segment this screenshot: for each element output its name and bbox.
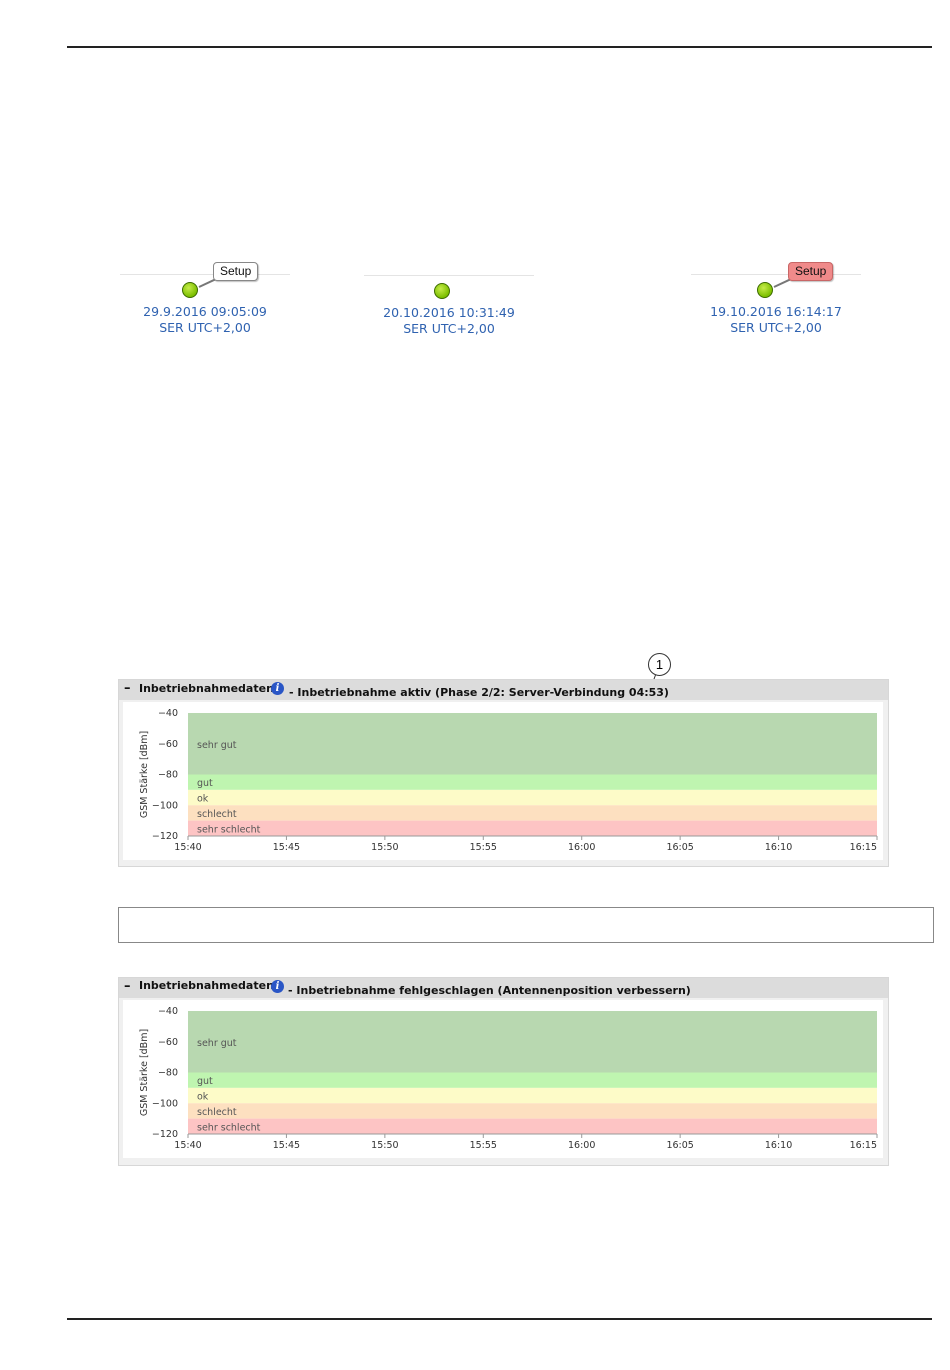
y-tick-label: −40 bbox=[158, 708, 178, 719]
band-ok bbox=[188, 1087, 877, 1104]
panel-header: – Inbetriebnahmedaten i - Inbetriebnahme… bbox=[119, 978, 888, 998]
band-label: ok bbox=[197, 794, 209, 805]
x-tick-label: 15:55 bbox=[470, 842, 497, 853]
status-led-icon bbox=[182, 282, 198, 298]
y-tick-label: −120 bbox=[152, 831, 178, 842]
x-tick-label: 15:40 bbox=[174, 842, 201, 853]
y-tick-label: −60 bbox=[158, 739, 178, 750]
timestamp: 29.9.2016 09:05:09 bbox=[143, 304, 267, 319]
x-tick-label: 15:55 bbox=[470, 1140, 497, 1151]
status-led-icon bbox=[434, 283, 450, 299]
x-tick-label: 15:40 bbox=[174, 1140, 201, 1151]
commissioning-panel-2: – Inbetriebnahmedaten i - Inbetriebnahme… bbox=[118, 977, 889, 1166]
x-tick-label: 16:10 bbox=[765, 842, 792, 853]
y-tick-label: −40 bbox=[158, 1006, 178, 1017]
panel-title: Inbetriebnahmedaten bbox=[139, 979, 274, 992]
timestamp: 20.10.2016 10:31:49 bbox=[383, 305, 515, 320]
divider-line bbox=[691, 274, 861, 275]
band-label: sehr gut bbox=[197, 1038, 237, 1049]
info-icon[interactable]: i bbox=[271, 682, 284, 695]
y-axis-label: GSM Stärke [dBm] bbox=[139, 1029, 150, 1116]
callout-number: 1 bbox=[648, 653, 671, 676]
status-widget-1: Setup 29.9.2016 09:05:09 SER UTC+2,00 bbox=[120, 258, 290, 338]
y-tick-label: −60 bbox=[158, 1037, 178, 1048]
timezone: SER UTC+2,00 bbox=[730, 320, 822, 335]
panel-title: Inbetriebnahmedaten bbox=[139, 682, 274, 695]
page-bottom-rule bbox=[67, 1318, 932, 1320]
y-tick-label: −120 bbox=[152, 1129, 178, 1140]
band-label: gut bbox=[197, 778, 213, 789]
x-tick-label: 16:00 bbox=[568, 842, 595, 853]
band-label: sehr schlecht bbox=[197, 1122, 261, 1133]
band-label: sehr schlecht bbox=[197, 824, 261, 835]
y-tick-label: −80 bbox=[158, 1068, 178, 1079]
page-top-rule bbox=[67, 46, 932, 48]
gsm-chart-svg: sehr gut gut ok schlecht sehr schlecht −40 −60… bbox=[139, 708, 878, 853]
y-tick-label: −100 bbox=[152, 1098, 178, 1109]
x-tick-label: 15:45 bbox=[273, 842, 300, 853]
status-widget-2: 20.10.2016 10:31:49 SER UTC+2,00 bbox=[364, 259, 534, 339]
x-tick-label: 15:45 bbox=[273, 1140, 300, 1151]
x-tick-label: 15:50 bbox=[371, 842, 398, 853]
x-tick-label: 15:50 bbox=[371, 1140, 398, 1151]
status-widget-3: Setup 19.10.2016 16:14:17 SER UTC+2,00 bbox=[691, 258, 861, 338]
status-led-icon bbox=[757, 282, 773, 298]
band-gut bbox=[188, 1072, 877, 1088]
x-tick-label: 16:00 bbox=[568, 1140, 595, 1151]
setup-bubble[interactable]: Setup bbox=[213, 262, 259, 281]
band-sehr-gut bbox=[188, 713, 877, 775]
panel-header: – Inbetriebnahmedaten i - Inbetriebnahme… bbox=[119, 680, 888, 700]
band-sehr-gut bbox=[188, 1011, 877, 1073]
band-label: schlecht bbox=[197, 809, 237, 820]
divider-line bbox=[364, 275, 534, 276]
commissioning-status: - Inbetriebnahme aktiv (Phase 2/2: Serve… bbox=[289, 686, 669, 699]
timestamp: 19.10.2016 16:14:17 bbox=[710, 304, 842, 319]
x-tick-label: 16:10 bbox=[765, 1140, 792, 1151]
timezone: SER UTC+2,00 bbox=[403, 321, 495, 336]
commissioning-status: - Inbetriebnahme fehlgeschlagen (Antenne… bbox=[288, 984, 691, 997]
collapse-toggle[interactable]: – bbox=[124, 979, 131, 994]
band-schlecht bbox=[188, 805, 877, 821]
band-label: sehr gut bbox=[197, 740, 237, 751]
band-schlecht bbox=[188, 1103, 877, 1119]
commissioning-panel-1: – Inbetriebnahmedaten i - Inbetriebnahme… bbox=[118, 679, 889, 867]
y-tick-label: −80 bbox=[158, 770, 178, 781]
x-tick-label: 16:15 bbox=[850, 842, 877, 853]
band-gut bbox=[188, 774, 877, 790]
divider-line bbox=[120, 274, 290, 275]
collapse-toggle[interactable]: – bbox=[124, 681, 131, 696]
gsm-chart-svg: sehr gut gut ok schlecht sehr schlecht −40 −60… bbox=[139, 1006, 878, 1151]
band-sehr-schlecht bbox=[188, 820, 877, 836]
y-axis-label: GSM Stärke [dBm] bbox=[139, 731, 150, 818]
gsm-strength-chart: sehr gut gut ok schlecht sehr schlecht −40 −60… bbox=[123, 702, 883, 860]
setup-bubble-alert[interactable]: Setup bbox=[788, 262, 834, 281]
band-label: schlecht bbox=[197, 1107, 237, 1118]
band-label: gut bbox=[197, 1076, 213, 1087]
band-ok bbox=[188, 789, 877, 806]
empty-frame bbox=[118, 907, 934, 943]
info-icon[interactable]: i bbox=[271, 980, 284, 993]
y-tick-label: −100 bbox=[152, 800, 178, 811]
x-tick-label: 16:05 bbox=[666, 1140, 693, 1151]
timezone: SER UTC+2,00 bbox=[159, 320, 251, 335]
x-tick-label: 16:15 bbox=[850, 1140, 877, 1151]
x-tick-label: 16:05 bbox=[666, 842, 693, 853]
band-sehr-schlecht bbox=[188, 1118, 877, 1134]
band-label: ok bbox=[197, 1092, 209, 1103]
gsm-strength-chart: sehr gut gut ok schlecht sehr schlecht −40 −60… bbox=[123, 1000, 883, 1158]
